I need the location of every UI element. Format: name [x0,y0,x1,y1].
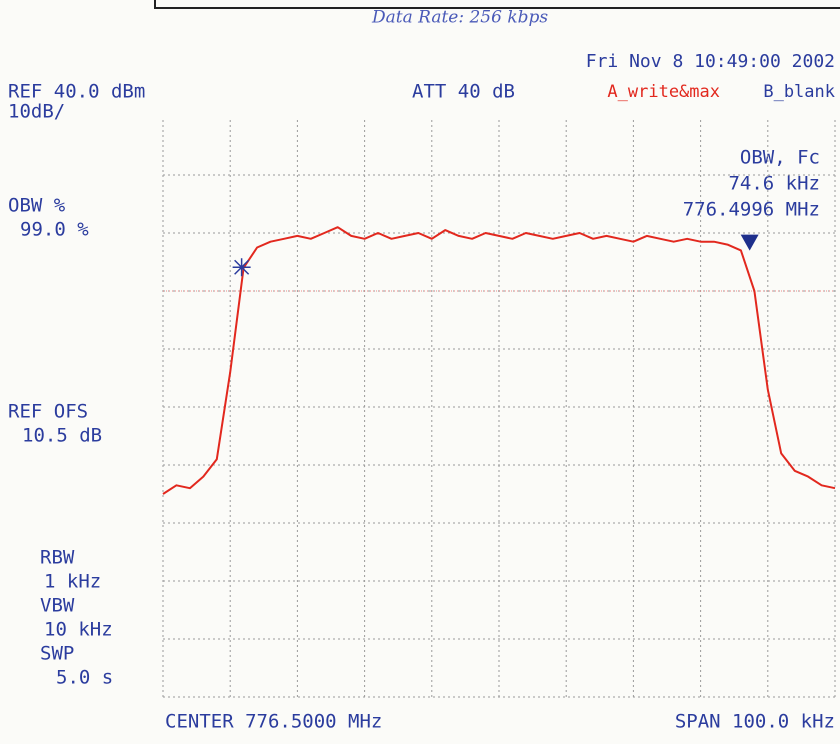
swp-value: 5.0 s [56,667,113,689]
rbw-title: RBW [40,547,75,569]
rbw-value: 1 kHz [44,571,101,593]
ref-ofs-value: 10.5 dB [22,425,102,447]
span-label: SPAN 100.0 kHz [675,711,835,733]
trace-b-label: B_blank [763,82,835,102]
timestamp: Fri Nov 8 10:49:00 2002 [586,51,835,72]
handwritten-note: Data Rate: 256 kbps [371,8,548,28]
scale-label: 10dB/ [8,101,65,123]
frame-edge [154,0,840,9]
center-label: CENTER 776.5000 MHz [165,711,382,733]
obw-value: 74.6 kHz [728,173,820,195]
ref-label: REF 40.0 dBm [8,81,145,103]
ref-ofs-title: REF OFS [8,401,88,423]
fc-value: 776.4996 MHz [683,199,820,221]
vbw-title: VBW [40,595,75,617]
swp-title: SWP [40,643,74,665]
trace-a-label: A_write&max [607,82,720,102]
obw-marker [740,234,759,251]
vbw-value: 10 kHz [44,619,113,641]
obw-fc-title: OBW, Fc [740,147,820,169]
obw-marker [232,258,251,277]
trace [162,226,836,495]
att-label: ATT 40 dB [412,81,515,103]
obw-pct-value: 99.0 % [20,219,89,241]
obw-pct-title: OBW % [8,195,66,217]
